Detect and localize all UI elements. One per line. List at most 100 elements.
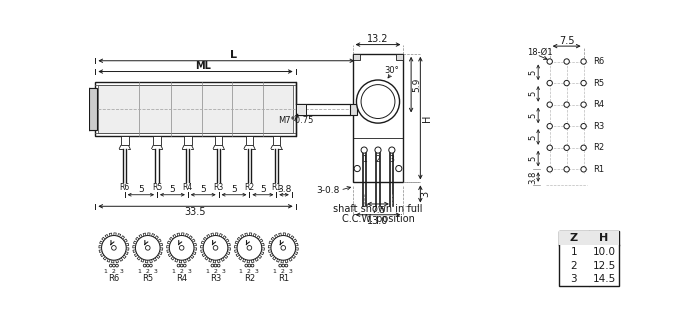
- Circle shape: [581, 102, 587, 107]
- Text: R1: R1: [278, 274, 289, 283]
- Bar: [559, 231, 619, 245]
- Circle shape: [109, 264, 112, 267]
- Text: 1: 1: [362, 155, 367, 164]
- Circle shape: [581, 145, 587, 151]
- Text: R6: R6: [108, 274, 120, 283]
- Circle shape: [361, 147, 368, 153]
- Text: shaft shown in full: shaft shown in full: [333, 204, 423, 214]
- Text: R1: R1: [272, 182, 281, 191]
- Text: 5: 5: [231, 185, 237, 194]
- Text: ML: ML: [195, 61, 211, 71]
- Circle shape: [214, 245, 218, 250]
- Text: 1  2  3: 1 2 3: [172, 269, 192, 274]
- Text: R5: R5: [152, 182, 162, 191]
- Circle shape: [281, 245, 286, 250]
- Circle shape: [564, 124, 569, 129]
- Text: 1  2  3: 1 2 3: [274, 269, 293, 274]
- Text: 5: 5: [200, 185, 206, 194]
- Text: 5: 5: [528, 156, 538, 161]
- Circle shape: [282, 264, 285, 267]
- Text: 5: 5: [169, 185, 175, 194]
- Text: Z: Z: [570, 233, 578, 243]
- Text: 5.9: 5.9: [412, 78, 421, 92]
- Circle shape: [395, 166, 402, 171]
- Bar: [153, 136, 161, 146]
- Circle shape: [214, 264, 217, 267]
- Circle shape: [564, 59, 569, 64]
- Text: R6: R6: [120, 182, 130, 191]
- Text: L: L: [230, 50, 237, 60]
- Bar: [272, 136, 280, 146]
- Circle shape: [547, 166, 552, 172]
- Circle shape: [581, 166, 587, 172]
- Circle shape: [547, 102, 552, 107]
- Bar: [215, 136, 223, 146]
- Circle shape: [183, 264, 186, 267]
- Text: 5: 5: [528, 91, 538, 97]
- Text: 2: 2: [376, 155, 380, 164]
- Circle shape: [271, 235, 295, 260]
- Circle shape: [547, 145, 552, 151]
- Bar: [353, 54, 360, 60]
- Text: 13.0: 13.0: [368, 216, 388, 226]
- Bar: [95, 82, 295, 136]
- Text: 7.5: 7.5: [559, 36, 575, 46]
- Text: 1  2  3: 1 2 3: [104, 269, 124, 274]
- Text: R3: R3: [214, 182, 224, 191]
- Text: 3.8: 3.8: [277, 185, 291, 194]
- Text: 10.0: 10.0: [592, 247, 615, 257]
- Text: 1: 1: [570, 247, 578, 257]
- Text: R2: R2: [593, 143, 604, 152]
- Text: R2: R2: [244, 182, 255, 191]
- Circle shape: [564, 102, 569, 107]
- Circle shape: [150, 264, 152, 267]
- Circle shape: [564, 80, 569, 86]
- Text: 1  2  3: 1 2 3: [239, 269, 259, 274]
- Text: 2: 2: [570, 260, 578, 271]
- Circle shape: [146, 264, 149, 267]
- Text: 5: 5: [528, 113, 538, 118]
- Circle shape: [581, 80, 587, 86]
- Text: H: H: [599, 233, 608, 243]
- Circle shape: [564, 166, 569, 172]
- Bar: [90, 89, 97, 130]
- Circle shape: [547, 59, 552, 64]
- Circle shape: [181, 264, 183, 267]
- Circle shape: [179, 245, 184, 250]
- Circle shape: [177, 264, 180, 267]
- Bar: [295, 104, 307, 115]
- Text: 3-0.8: 3-0.8: [316, 185, 340, 194]
- Circle shape: [285, 264, 288, 267]
- Circle shape: [248, 264, 251, 267]
- Text: 5: 5: [528, 134, 538, 140]
- Text: 13.2: 13.2: [368, 34, 388, 44]
- Text: M7*0.75: M7*0.75: [278, 116, 314, 125]
- Circle shape: [581, 59, 587, 64]
- Text: R6: R6: [593, 57, 604, 66]
- Circle shape: [389, 147, 395, 153]
- Circle shape: [547, 124, 552, 129]
- Circle shape: [247, 245, 252, 250]
- Text: R4: R4: [183, 182, 193, 191]
- Text: 14.5: 14.5: [592, 274, 615, 284]
- Text: 30°: 30°: [384, 66, 399, 75]
- Text: 5: 5: [260, 185, 266, 194]
- Text: R4: R4: [176, 274, 187, 283]
- Text: 18-Ø1: 18-Ø1: [526, 48, 552, 57]
- Circle shape: [354, 166, 360, 171]
- Text: 1  2  3: 1 2 3: [138, 269, 158, 274]
- Bar: [121, 136, 129, 146]
- Circle shape: [217, 264, 220, 267]
- Circle shape: [581, 124, 587, 129]
- Text: R5: R5: [593, 79, 604, 88]
- Text: R3: R3: [593, 122, 604, 131]
- Circle shape: [211, 264, 214, 267]
- Text: C.C.W. position: C.C.W. position: [342, 213, 414, 223]
- Circle shape: [146, 245, 150, 250]
- Text: 1  2  3: 1 2 3: [206, 269, 225, 274]
- Circle shape: [111, 245, 116, 250]
- Text: R5: R5: [142, 274, 153, 283]
- Text: R2: R2: [244, 274, 255, 283]
- Bar: [98, 85, 293, 133]
- Circle shape: [361, 85, 395, 119]
